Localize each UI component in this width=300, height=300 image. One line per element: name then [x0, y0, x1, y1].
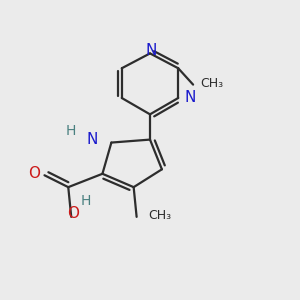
- Text: O: O: [28, 166, 40, 181]
- Text: N: N: [146, 43, 157, 58]
- Text: N: N: [86, 132, 98, 147]
- Text: CH₃: CH₃: [200, 76, 224, 90]
- Text: CH₃: CH₃: [148, 209, 172, 222]
- Text: N: N: [184, 91, 196, 106]
- Text: O: O: [67, 206, 79, 221]
- Text: H: H: [81, 194, 91, 208]
- Text: H: H: [66, 124, 76, 138]
